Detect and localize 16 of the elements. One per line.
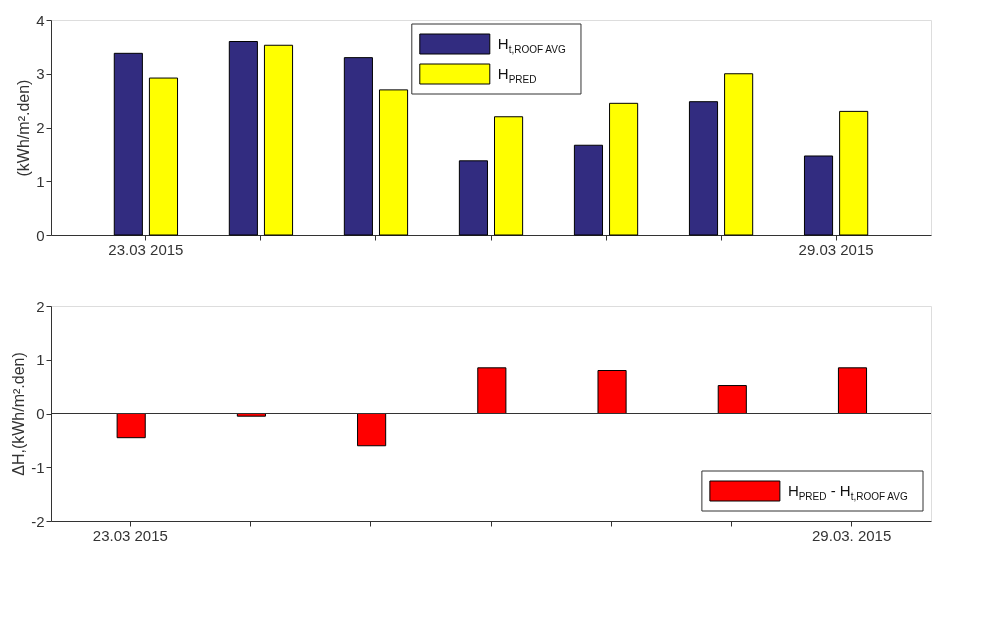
y-tick-label: 2 bbox=[36, 297, 45, 315]
y-tick-label: -2 bbox=[31, 512, 45, 530]
y-axis-title: ΔH,(kWh/m².den) bbox=[10, 352, 28, 476]
y-tick-label: -1 bbox=[31, 458, 45, 476]
x-tick-label: 23.03 2015 bbox=[92, 526, 168, 544]
x-tick-label: 29.03. 2015 bbox=[812, 526, 892, 544]
y-tick-label: 1 bbox=[36, 172, 45, 190]
x-tick-label: 29.03 2015 bbox=[798, 240, 874, 258]
y-tick-label: 0 bbox=[36, 405, 45, 422]
y-tick-label: 3 bbox=[36, 65, 45, 83]
y-tick-label: 1 bbox=[36, 351, 45, 369]
y-tick-label: 4 bbox=[36, 11, 45, 29]
y-axis-title: (kWh/m².den) bbox=[15, 79, 33, 177]
y-tick-label: 2 bbox=[36, 119, 45, 136]
y-tick-label: 0 bbox=[36, 226, 45, 244]
x-tick-label: 23.03 2015 bbox=[108, 240, 184, 258]
